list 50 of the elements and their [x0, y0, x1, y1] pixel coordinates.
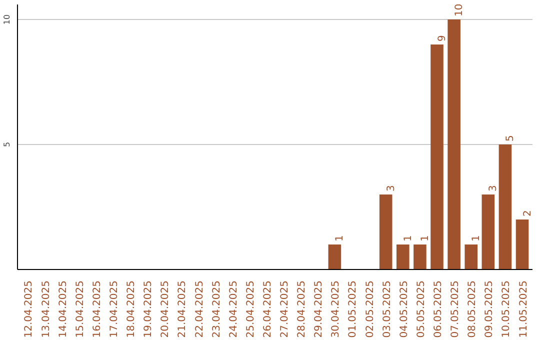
bar: [379, 194, 392, 270]
x-tick-label: 26.04.2025: [262, 280, 274, 338]
bar: [430, 44, 444, 270]
x-tick-label: 25.04.2025: [245, 280, 256, 338]
data-label: 10: [454, 4, 466, 16]
x-tick-label: 15.04.2025: [74, 280, 86, 338]
x-tick-label: 14.04.2025: [58, 280, 69, 338]
x-tick-label: 22.04.2025: [194, 280, 206, 338]
data-label: 1: [402, 235, 414, 242]
x-tick-label: 30.04.2025: [330, 280, 342, 338]
x-tick-label: 20.04.2025: [160, 280, 172, 338]
bar: [328, 244, 342, 270]
data-label: 2: [522, 210, 534, 216]
bar: [464, 244, 478, 270]
x-tick-label: 11.05.2025: [518, 280, 530, 338]
x-tick-label: 28.04.2025: [296, 280, 308, 338]
data-label: 1: [334, 235, 346, 242]
x-tick-label: 10.05.2025: [501, 280, 512, 338]
bar: [516, 220, 529, 270]
data-label: 1: [420, 235, 431, 242]
bar: [414, 244, 426, 270]
data-label: 3: [488, 185, 500, 192]
x-tick-label: 09.05.2025: [484, 280, 496, 338]
x-tick-label: 01.05.2025: [348, 280, 359, 338]
bar: [448, 20, 460, 270]
x-tick-label: 27.04.2025: [280, 280, 291, 338]
x-tick-label: 16.04.2025: [92, 280, 103, 338]
x-tick-label: 29.04.2025: [314, 280, 325, 338]
x-tick-label: 24.04.2025: [228, 280, 240, 338]
data-label: 5: [505, 135, 516, 142]
x-tick-label: 05.05.2025: [416, 280, 427, 338]
data-label: 9: [437, 35, 448, 42]
x-tick-label: 12.04.2025: [24, 280, 35, 338]
x-tick-label: 03.05.2025: [382, 280, 393, 338]
x-tick-label: 06.05.2025: [433, 280, 444, 338]
bar: [482, 194, 495, 270]
x-tick-label: 08.05.2025: [467, 280, 478, 338]
x-tick-label: 02.05.2025: [364, 280, 376, 338]
x-tick-label: 19.04.2025: [143, 280, 154, 338]
x-tick-label: 18.04.2025: [126, 280, 138, 338]
bar: [498, 144, 512, 270]
x-tick-label: 07.05.2025: [450, 280, 462, 338]
x-tick-label: 23.04.2025: [211, 280, 222, 338]
x-tick-label: 17.04.2025: [108, 280, 120, 338]
data-label: 1: [471, 235, 482, 242]
bar: [396, 244, 410, 270]
data-label: 3: [386, 185, 397, 192]
x-tick-label: 21.04.2025: [177, 280, 188, 338]
x-tick-label: 13.04.2025: [40, 280, 52, 338]
x-tick-label: 04.05.2025: [398, 280, 410, 338]
